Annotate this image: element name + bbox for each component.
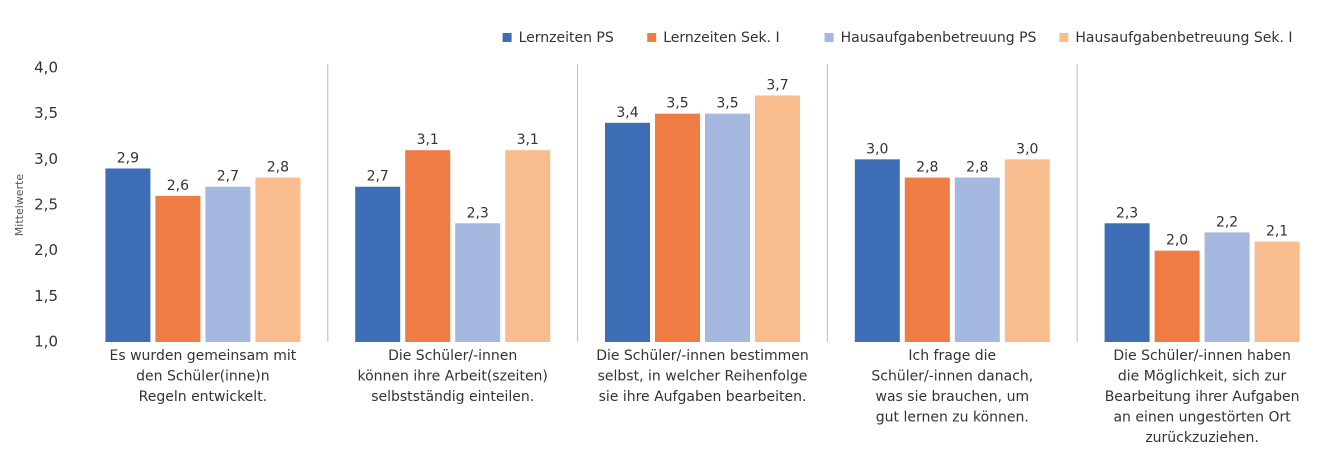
- legend-label: Lernzeiten Sek. I: [663, 30, 779, 46]
- x-tick-label: können ihre Arbeit(szeiten): [358, 369, 548, 385]
- data-label: 3,1: [417, 132, 439, 148]
- data-label: 3,1: [517, 132, 539, 148]
- data-label: 2,8: [916, 160, 938, 176]
- bar: [655, 113, 700, 343]
- x-tick-label: Die Schüler/-innen bestimmen: [596, 348, 809, 364]
- data-label: 3,5: [716, 96, 738, 112]
- y-tick-label: 2,5: [34, 196, 58, 214]
- x-tick-label: selbstständig einteilen.: [371, 389, 534, 405]
- bar: [1004, 159, 1050, 342]
- bar: [854, 159, 900, 342]
- y-tick-label: 3,5: [34, 104, 58, 122]
- legend-swatch: [824, 33, 834, 42]
- bar: [954, 177, 1000, 342]
- data-label: 2,2: [1216, 214, 1238, 230]
- bar: [1254, 241, 1300, 342]
- legend-swatch: [647, 33, 657, 42]
- x-tick-label: Die Schüler/-innen haben: [1113, 348, 1291, 364]
- data-label: 3,4: [616, 105, 638, 121]
- x-tick-label: die Möglichkeit, sich zur: [1118, 369, 1287, 385]
- data-label: 3,7: [766, 77, 788, 93]
- data-label: 2,0: [1166, 233, 1188, 249]
- y-tick-label: 2,0: [34, 241, 58, 259]
- data-label: 2,8: [267, 160, 289, 176]
- data-label: 3,0: [1016, 141, 1038, 157]
- bar: [105, 168, 151, 342]
- bar: [155, 195, 201, 342]
- x-tick-label: Ich frage die: [908, 348, 996, 364]
- data-label: 2,9: [117, 150, 139, 166]
- y-tick-label: 3,0: [34, 150, 58, 168]
- bar: [455, 223, 501, 342]
- bar: [705, 113, 750, 343]
- bar: [755, 95, 800, 343]
- legend-label: Hausaufgabenbetreuung PS: [841, 30, 1037, 46]
- legend-label: Hausaufgabenbetreuung Sek. I: [1075, 30, 1292, 46]
- x-tick-label: zurückzuziehen.: [1145, 430, 1259, 446]
- bar: [1154, 250, 1200, 342]
- data-label: 2,3: [467, 205, 489, 221]
- data-label: 3,5: [666, 96, 688, 112]
- x-tick-label: Schüler/-innen danach,: [871, 369, 1033, 385]
- x-tick-label: sie ihre Aufgaben bearbeiten.: [599, 389, 807, 405]
- bar: [205, 186, 251, 342]
- x-tick-label: selbst, in welcher Reihenfolge: [598, 369, 808, 385]
- bar: [1204, 232, 1250, 342]
- data-label: 2,6: [167, 178, 189, 194]
- y-axis-label: Mittelwerte: [13, 174, 26, 237]
- x-tick-label: den Schüler(inne)n: [136, 369, 269, 385]
- x-tick-label: gut lernen zu können.: [876, 410, 1029, 426]
- legend-swatch: [502, 33, 512, 42]
- data-label: 3,0: [866, 141, 888, 157]
- x-tick-label: Es wurden gemeinsam mit: [110, 348, 297, 364]
- y-tick-label: 4,0: [34, 59, 58, 77]
- bar: [505, 150, 551, 342]
- bar: [355, 186, 401, 342]
- bar: [1104, 223, 1150, 342]
- x-tick-label: was sie brauchen, um: [876, 389, 1030, 405]
- x-tick-label: an einen ungestörten Ort: [1113, 410, 1291, 426]
- x-tick-label: Die Schüler/-innen: [388, 348, 517, 364]
- y-tick-label: 1,0: [34, 333, 58, 351]
- bar: [405, 150, 451, 342]
- legend-label: Lernzeiten PS: [519, 30, 614, 46]
- legend-swatch: [1059, 33, 1069, 42]
- bar: [904, 177, 950, 342]
- x-tick-label: Regeln entwickelt.: [139, 389, 268, 405]
- bar: [605, 122, 650, 342]
- data-label: 2,7: [367, 169, 389, 185]
- data-label: 2,3: [1116, 205, 1138, 221]
- data-label: 2,1: [1266, 224, 1288, 240]
- y-tick-label: 1,5: [34, 287, 58, 305]
- data-label: 2,7: [217, 169, 239, 185]
- bar: [255, 177, 301, 342]
- x-tick-label: Bearbeitung ihrer Aufgaben: [1105, 389, 1300, 405]
- data-label: 2,8: [966, 160, 988, 176]
